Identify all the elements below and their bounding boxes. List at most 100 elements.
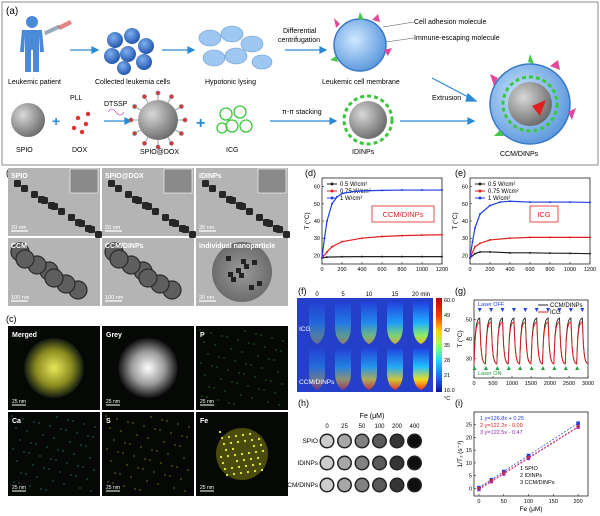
eds-dot [246, 470, 250, 474]
eds-dot [113, 439, 115, 441]
data-point [509, 237, 511, 240]
eds-dot [166, 420, 168, 422]
data-point [589, 252, 591, 255]
eds-dot [26, 430, 28, 432]
pointer-immune [385, 37, 415, 43]
mri-well [338, 457, 351, 469]
eds-dot [59, 471, 61, 473]
label-leukemic-membrane: Leukemic cell membrane [322, 79, 400, 86]
x-tick-label: 0 [472, 381, 475, 387]
data-point [474, 252, 476, 255]
eds-dot [220, 378, 222, 380]
data-point [381, 255, 383, 258]
eds-dot [66, 462, 68, 464]
eds-dot [43, 467, 45, 469]
label-differential: Differential [283, 28, 317, 35]
eds-dot [23, 451, 25, 453]
eds-dot [60, 428, 62, 430]
eds-dot [220, 436, 224, 440]
eds-dot [219, 455, 223, 459]
x-tick-label: 1000 [416, 267, 428, 273]
eds-dot [253, 343, 255, 345]
eds-dot [130, 476, 132, 478]
thermal-tube [335, 348, 351, 390]
thermal-tube [309, 348, 325, 390]
tem-label: Individual nanoparticle [199, 243, 275, 250]
annotation-label: ICG [537, 210, 551, 219]
label-dtssp: DTSSP [104, 101, 128, 108]
eds-dot [159, 429, 161, 431]
dox-dot [169, 94, 174, 100]
tem-particle [202, 180, 209, 187]
eds-dot [261, 449, 265, 453]
panel-label-h: (h) [298, 398, 309, 408]
eds-dot [258, 388, 260, 390]
eds-dot [76, 432, 78, 434]
data-point [441, 189, 443, 192]
eds-dot [213, 387, 215, 389]
thermal-tube [387, 302, 403, 344]
data-point [401, 234, 403, 237]
laser-on-label: Laser ON [478, 371, 502, 377]
scale-label: 100 nm [11, 295, 30, 301]
x-tick-label: 100 [524, 499, 533, 505]
scale-label: 25 nm [12, 485, 26, 491]
data-point [471, 240, 474, 243]
eds-dot [170, 432, 172, 434]
eds-dot [186, 436, 188, 438]
eds-dot [201, 395, 203, 397]
tem-particle [236, 202, 243, 209]
dox-dot [142, 140, 147, 146]
dox-dot [132, 131, 138, 136]
chart-d: (d) 0 200 400 600 800 1000 1200 20 30 40 50 60 T (°C… [303, 168, 448, 273]
eds-dot [150, 416, 152, 418]
x-tick-label: 0 [320, 267, 323, 273]
eds-dot [134, 488, 136, 490]
dox-dot [132, 104, 138, 109]
mri-title: Fe (μM) [360, 413, 385, 420]
y-tick-label: 25 [466, 423, 472, 429]
eds-dot [254, 376, 256, 378]
plot-frame [473, 411, 589, 497]
eds-dot [67, 419, 69, 421]
eds-dot [227, 369, 229, 371]
tem-label: IDINPs [199, 173, 222, 180]
laser-on-arrow [575, 366, 580, 370]
y-tick-label: 20 [314, 253, 320, 259]
thermal-tube [335, 302, 351, 344]
eds-dot [214, 344, 216, 346]
eds-dot [93, 469, 95, 471]
eds-dot [222, 442, 226, 446]
x-tick-label: 1200 [584, 267, 596, 273]
eds-dot [210, 332, 212, 334]
tem-vesicle [109, 249, 129, 269]
mri-well [373, 479, 386, 491]
x-tick-label: 400 [505, 267, 514, 273]
arrows-row2 [104, 117, 476, 125]
mri-well [391, 435, 403, 447]
label-immune-escaping: Immune-escaping molecule [414, 35, 500, 42]
laser-off-arrow [511, 308, 516, 312]
x-tick-label: 600 [525, 267, 534, 273]
time-label: 5 [341, 292, 345, 298]
scale-label: 25 nm [106, 485, 120, 491]
eds-dot [234, 434, 238, 438]
series-line [473, 321, 589, 365]
panel-h: (h) Fe (μM) 0 25 50 100 200 400 SPIO IDINPs CCM/D… [283, 398, 422, 493]
eds-dot [77, 465, 79, 467]
tem-particle [226, 196, 233, 203]
panel-label-f: (f) [298, 286, 307, 296]
dox-dot [178, 104, 184, 109]
data-point [336, 195, 338, 198]
eds-dot [55, 459, 57, 461]
eds-dot [53, 437, 55, 439]
mri-well [321, 457, 333, 469]
mri-row-label: IDINPs [297, 460, 318, 467]
eds-dot [235, 459, 239, 463]
tem-particle [31, 191, 38, 198]
laser-off-arrow [477, 308, 482, 312]
eds-dot [16, 460, 18, 462]
eds-dot [176, 466, 178, 468]
mri-well [391, 479, 403, 491]
tem-particle [108, 180, 115, 187]
